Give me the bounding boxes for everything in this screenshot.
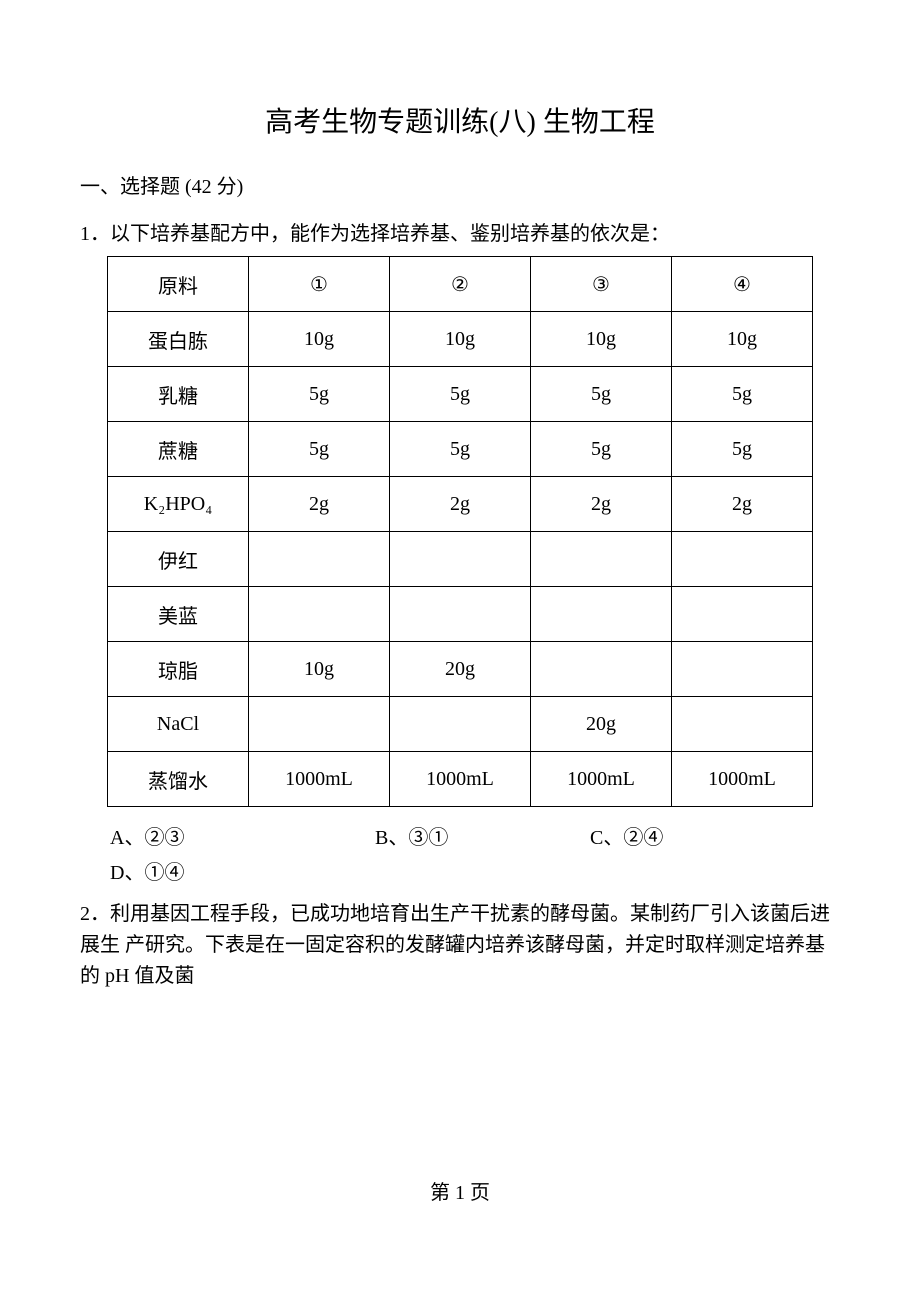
col-header: 原料: [108, 257, 249, 312]
cell: [249, 697, 390, 752]
cell: 乳糖: [108, 367, 249, 422]
q1-options-line1: A、②③ B、③① C、②④: [110, 821, 840, 850]
table-row: 蒸馏水 1000mL 1000mL 1000mL 1000mL: [108, 752, 813, 807]
section-header: 一、选择题 (42 分): [80, 170, 840, 199]
table-row: 蛋白胨 10g 10g 10g 10g: [108, 312, 813, 367]
cell: 1000mL: [672, 752, 813, 807]
page-title: 高考生物专题训练(八) 生物工程: [80, 100, 840, 140]
cell: 蔗糖: [108, 422, 249, 477]
cell: 1000mL: [249, 752, 390, 807]
cell: [390, 697, 531, 752]
cell: 5g: [249, 367, 390, 422]
cell: 10g: [531, 312, 672, 367]
cell: 2g: [531, 477, 672, 532]
cell: [672, 697, 813, 752]
cell: 1000mL: [531, 752, 672, 807]
table-row: 乳糖 5g 5g 5g 5g: [108, 367, 813, 422]
cell: 10g: [249, 312, 390, 367]
cell: [672, 587, 813, 642]
cell: [531, 532, 672, 587]
table-row: K₂HPO₄ 2g 2g 2g 2g: [108, 477, 813, 532]
cell: [249, 532, 390, 587]
page-number: 第 1 页: [0, 1176, 920, 1205]
cell: 20g: [390, 642, 531, 697]
table-row: 美蓝: [108, 587, 813, 642]
q2-text: 2．利用基因工程手段，已成功地培育出生产干扰素的酵母菌。某制药厂引入该菌后进展生…: [80, 899, 840, 992]
q1-lead: 1．以下培养基配方中，能作为选择培养基、鉴别培养基的依次是：: [80, 217, 840, 246]
table-row: NaCl 20g: [108, 697, 813, 752]
table-row: 琼脂 10g 20g: [108, 642, 813, 697]
cell: [672, 532, 813, 587]
option-b: B、③①: [375, 821, 585, 850]
cell: NaCl: [108, 697, 249, 752]
col-header: ②: [390, 257, 531, 312]
cell: K₂HPO₄: [108, 477, 249, 532]
cell: [672, 642, 813, 697]
cell: [531, 587, 672, 642]
cell: 美蓝: [108, 587, 249, 642]
table-row: 蔗糖 5g 5g 5g 5g: [108, 422, 813, 477]
col-header: ①: [249, 257, 390, 312]
cell: 5g: [390, 367, 531, 422]
option-c: C、②④: [590, 821, 740, 850]
cell: 2g: [672, 477, 813, 532]
col-header: ③: [531, 257, 672, 312]
option-d: D、①④: [110, 856, 840, 885]
cell: [249, 587, 390, 642]
cell: 蛋白胨: [108, 312, 249, 367]
cell: 5g: [672, 422, 813, 477]
cell: 5g: [672, 367, 813, 422]
cell: 5g: [249, 422, 390, 477]
cell: 5g: [531, 367, 672, 422]
cell: 2g: [249, 477, 390, 532]
table-header-row: 原料 ① ② ③ ④: [108, 257, 813, 312]
cell: [390, 587, 531, 642]
cell: 10g: [390, 312, 531, 367]
cell: 琼脂: [108, 642, 249, 697]
cell: 2g: [390, 477, 531, 532]
cell: 10g: [249, 642, 390, 697]
table-row: 伊红: [108, 532, 813, 587]
option-a: A、②③: [110, 821, 370, 850]
cell: 5g: [531, 422, 672, 477]
cell: 10g: [672, 312, 813, 367]
cell: 5g: [390, 422, 531, 477]
cell: 20g: [531, 697, 672, 752]
cell: 伊红: [108, 532, 249, 587]
cell: [390, 532, 531, 587]
col-header: ④: [672, 257, 813, 312]
cell: 蒸馏水: [108, 752, 249, 807]
q1-table: 原料 ① ② ③ ④ 蛋白胨 10g 10g 10g 10g 乳糖 5g 5g …: [107, 256, 813, 807]
cell: 1000mL: [390, 752, 531, 807]
cell: [531, 642, 672, 697]
